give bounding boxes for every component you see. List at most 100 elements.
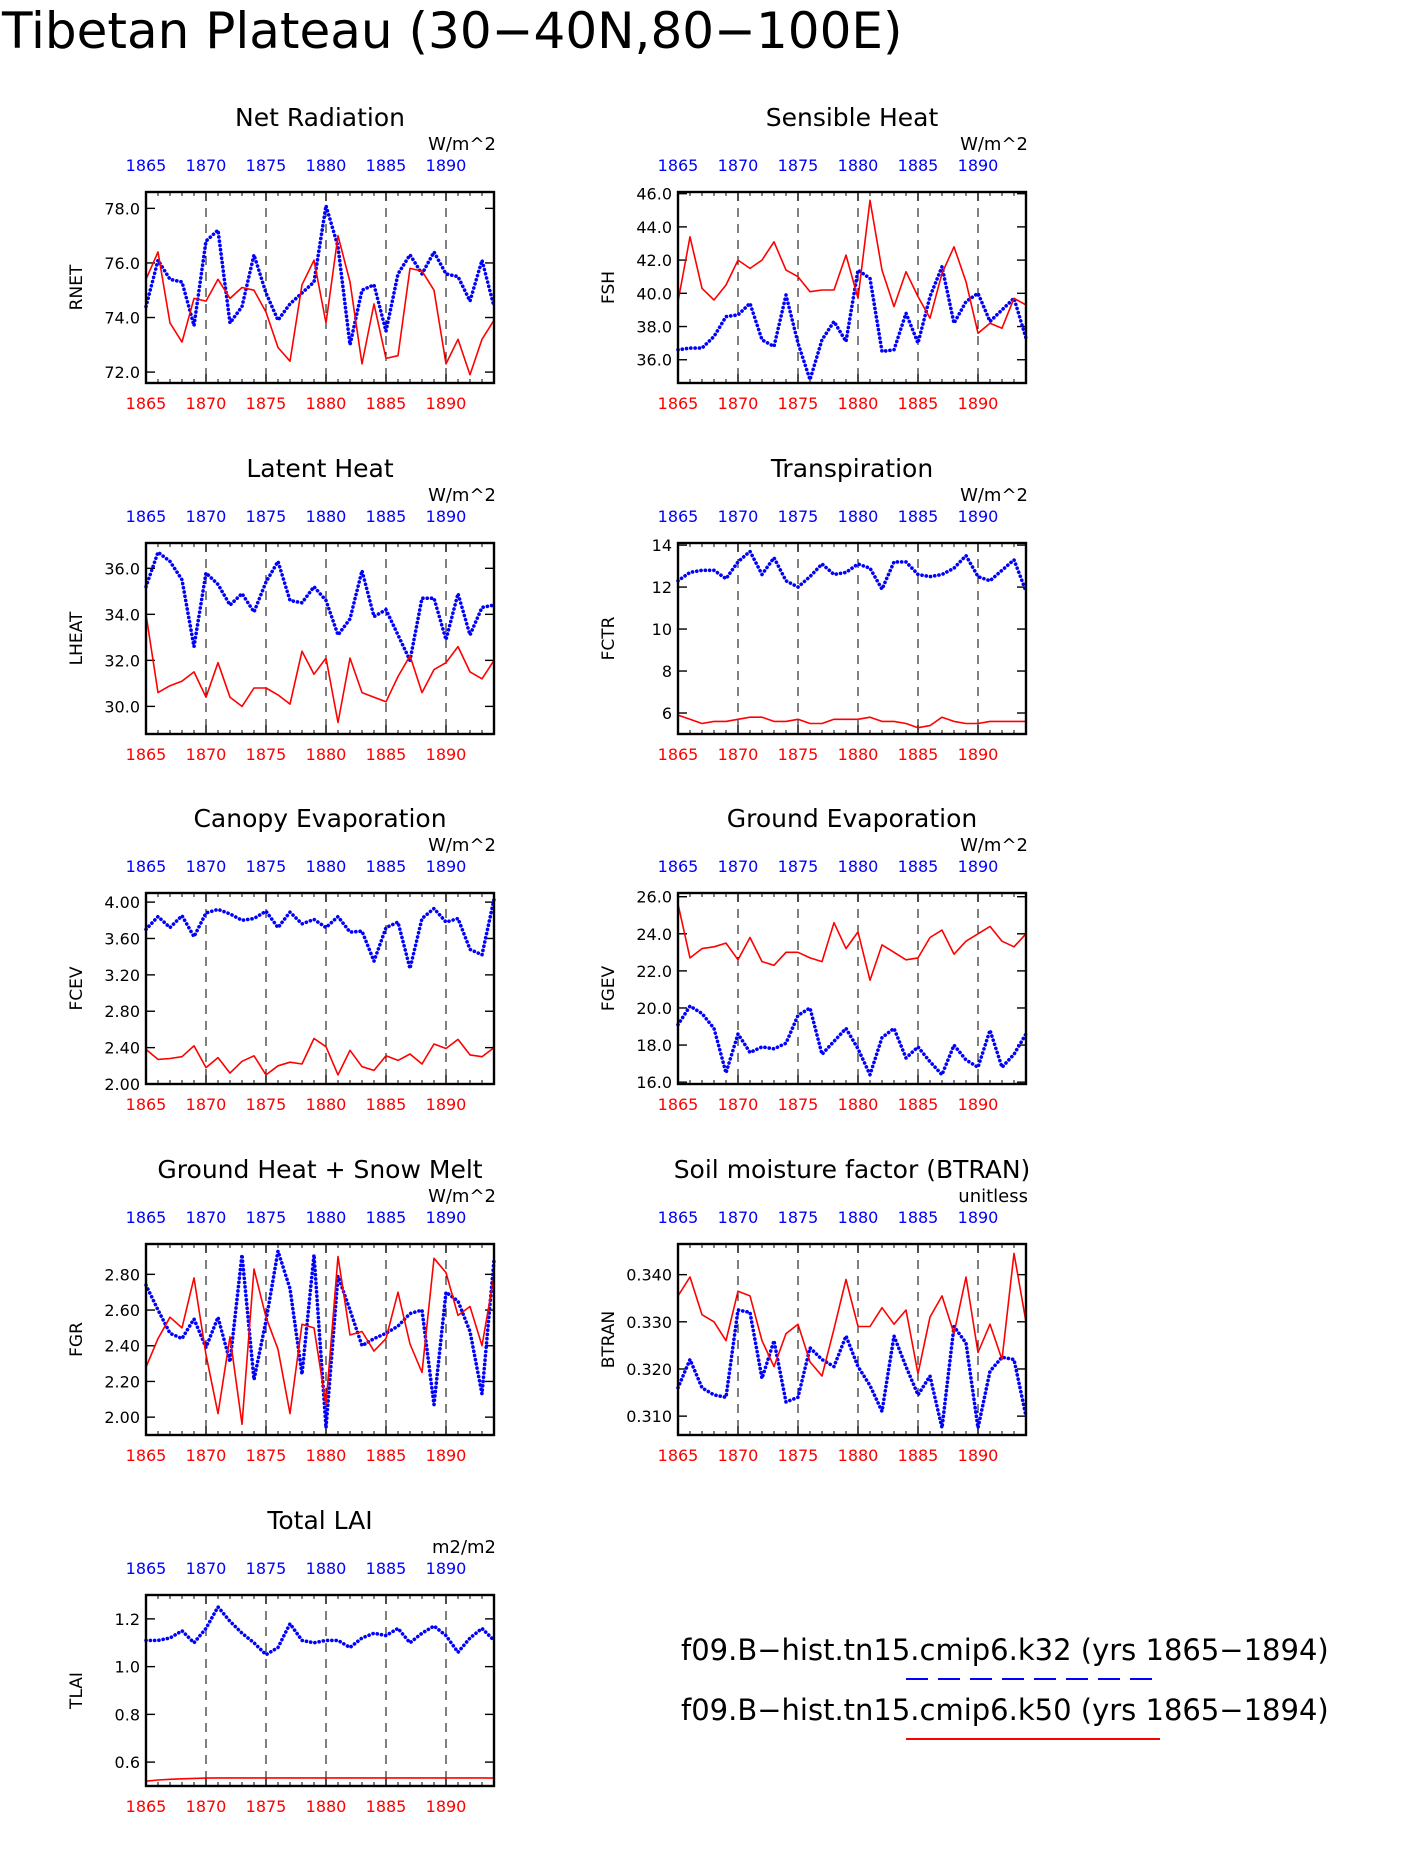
x-tick-label-bottom: 1880 bbox=[838, 745, 879, 764]
panel-title: Canopy Evaporation bbox=[193, 804, 446, 833]
plot-frame bbox=[144, 891, 496, 1086]
units-label: unitless bbox=[958, 1186, 1028, 1207]
x-tick-label-top: 1865 bbox=[126, 857, 167, 876]
x-tick-label-top: 1880 bbox=[306, 507, 347, 526]
x-tick-label-top: 1870 bbox=[718, 507, 759, 526]
x-tick-label-top: 1890 bbox=[958, 156, 999, 175]
panel-title: Sensible Heat bbox=[766, 103, 939, 132]
x-tick-label-bottom: 1865 bbox=[658, 1446, 699, 1465]
series-line-k50 bbox=[677, 199, 1027, 335]
x-tick-label-top: 1875 bbox=[246, 857, 287, 876]
x-tick-label-bottom: 1885 bbox=[898, 745, 939, 764]
x-tick-label-top: 1890 bbox=[426, 1208, 467, 1227]
plot-frame bbox=[676, 1242, 1028, 1437]
panel-title: Net Radiation bbox=[235, 103, 405, 132]
x-tick-label-bottom: 1870 bbox=[186, 1446, 227, 1465]
x-tick-label-bottom: 1875 bbox=[778, 1446, 819, 1465]
y-tick-label: 22.0 bbox=[636, 962, 672, 981]
series-line-k50 bbox=[145, 234, 495, 376]
x-tick-label-top: 1875 bbox=[246, 1559, 287, 1578]
x-tick-label-bottom: 1870 bbox=[718, 1446, 759, 1465]
x-tick-label-bottom: 1875 bbox=[246, 1797, 287, 1816]
panel-title: Transpiration bbox=[770, 454, 933, 483]
x-tick-label-top: 1870 bbox=[186, 507, 227, 526]
x-tick-label-bottom: 1865 bbox=[126, 1446, 167, 1465]
y-tick-label: 24.0 bbox=[636, 925, 672, 944]
x-tick-label-bottom: 1870 bbox=[718, 745, 759, 764]
x-tick-label-bottom: 1880 bbox=[306, 745, 347, 764]
y-tick-label: 2.40 bbox=[104, 1337, 140, 1356]
series-line-k32 bbox=[676, 549, 1028, 594]
x-tick-label-top: 1880 bbox=[838, 156, 879, 175]
x-tick-label-top: 1870 bbox=[718, 857, 759, 876]
y-axis-label: FCTR bbox=[599, 616, 619, 660]
y-tick-label: 44.0 bbox=[636, 218, 672, 237]
x-tick-label-top: 1875 bbox=[246, 1208, 287, 1227]
x-tick-label-bottom: 1880 bbox=[838, 1095, 879, 1114]
x-tick-label-top: 1890 bbox=[426, 1559, 467, 1578]
series-line-k32 bbox=[676, 1004, 1028, 1077]
x-tick-label-bottom: 1880 bbox=[838, 1446, 879, 1465]
x-tick-label-bottom: 1870 bbox=[186, 1095, 227, 1114]
chart-panels: Net Radiation W/m^2 RNET 1865 1865 1870 1870 18… bbox=[67, 103, 1030, 1816]
panel-title: Ground Evaporation bbox=[727, 804, 977, 833]
x-tick-label-top: 1885 bbox=[366, 507, 407, 526]
x-tick-label-top: 1865 bbox=[126, 1559, 167, 1578]
x-tick-label-bottom: 1885 bbox=[366, 1446, 407, 1465]
chart-panel: Net Radiation W/m^2 RNET 1865 1865 1870 1870 18… bbox=[67, 103, 496, 413]
y-axis-label: TLAI bbox=[67, 1672, 87, 1710]
units-label: W/m^2 bbox=[428, 1186, 496, 1207]
x-tick-label-top: 1875 bbox=[246, 507, 287, 526]
y-tick-label: 1.2 bbox=[115, 1610, 140, 1629]
x-tick-label-top: 1865 bbox=[658, 507, 699, 526]
y-tick-label: 40.0 bbox=[636, 284, 672, 303]
x-tick-label-top: 1865 bbox=[658, 857, 699, 876]
x-tick-label-top: 1890 bbox=[426, 857, 467, 876]
plot-frame bbox=[676, 190, 1028, 385]
series-line-k50 bbox=[677, 903, 1027, 982]
series-line-k32 bbox=[144, 550, 496, 663]
x-tick-label-top: 1870 bbox=[718, 156, 759, 175]
x-tick-label-top: 1875 bbox=[778, 857, 819, 876]
x-tick-label-top: 1890 bbox=[958, 1208, 999, 1227]
chart-panel: Sensible Heat W/m^2 FSH 1865 1865 1870 1870 187… bbox=[599, 103, 1028, 413]
x-tick-label-bottom: 1870 bbox=[718, 394, 759, 413]
x-tick-label-bottom: 1885 bbox=[898, 1446, 939, 1465]
y-tick-label: 2.80 bbox=[104, 1002, 140, 1021]
series-line-k50 bbox=[145, 614, 495, 724]
x-tick-label-top: 1865 bbox=[126, 1208, 167, 1227]
y-tick-label: 8 bbox=[662, 662, 672, 681]
y-axis-label: LHEAT bbox=[67, 611, 87, 665]
x-tick-label-bottom: 1865 bbox=[126, 745, 167, 764]
x-tick-label-bottom: 1870 bbox=[718, 1095, 759, 1114]
x-tick-label-top: 1875 bbox=[778, 1208, 819, 1227]
y-tick-label: 36.0 bbox=[636, 351, 672, 370]
x-tick-label-bottom: 1875 bbox=[246, 394, 287, 413]
y-tick-label: 2.20 bbox=[104, 1372, 140, 1391]
plot-frame bbox=[676, 541, 1028, 736]
y-tick-label: 4.00 bbox=[104, 893, 140, 912]
y-tick-label: 42.0 bbox=[636, 251, 672, 270]
x-tick-label-bottom: 1875 bbox=[246, 745, 287, 764]
y-tick-label: 78.0 bbox=[104, 199, 140, 218]
x-tick-label-top: 1885 bbox=[898, 857, 939, 876]
y-tick-label: 46.0 bbox=[636, 185, 672, 204]
y-tick-label: 2.60 bbox=[104, 1301, 140, 1320]
series-line-k50 bbox=[145, 1255, 495, 1426]
y-tick-label: 0.320 bbox=[626, 1360, 672, 1379]
y-tick-label: 3.20 bbox=[104, 966, 140, 985]
chart-panel: Soil moisture factor (BTRAN)unitless BTRA… bbox=[599, 1155, 1030, 1465]
plot-frame bbox=[144, 1242, 496, 1437]
y-tick-label: 18.0 bbox=[636, 1036, 672, 1055]
units-label: W/m^2 bbox=[960, 134, 1028, 155]
x-tick-label-bottom: 1885 bbox=[366, 1095, 407, 1114]
x-tick-label-top: 1885 bbox=[366, 156, 407, 175]
x-tick-label-top: 1875 bbox=[778, 507, 819, 526]
x-tick-label-top: 1885 bbox=[898, 156, 939, 175]
y-tick-label: 76.0 bbox=[104, 254, 140, 273]
x-tick-label-top: 1880 bbox=[306, 1559, 347, 1578]
units-label: W/m^2 bbox=[428, 485, 496, 506]
legend-label-k50: f09.B−hist.tn15.cmip6.k50 (yrs 1865−1894… bbox=[681, 1693, 1329, 1727]
